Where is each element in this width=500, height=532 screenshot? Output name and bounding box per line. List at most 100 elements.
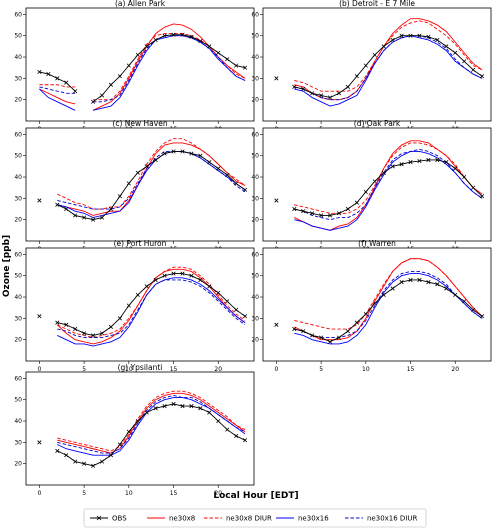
data-point bbox=[327, 95, 333, 100]
data-point bbox=[117, 442, 122, 447]
data-point bbox=[90, 217, 96, 222]
data-point bbox=[37, 69, 42, 75]
series-line bbox=[57, 392, 246, 454]
x-tick-label: 0 bbox=[37, 490, 41, 497]
series-line bbox=[294, 271, 483, 338]
data-point bbox=[189, 151, 194, 156]
y-tick-label: 20 bbox=[14, 337, 22, 344]
data-point bbox=[64, 80, 69, 85]
data-point bbox=[381, 44, 386, 49]
data-point bbox=[444, 160, 449, 165]
data-point bbox=[319, 93, 324, 98]
data-point bbox=[55, 202, 60, 207]
series-line bbox=[57, 273, 246, 336]
data-point bbox=[198, 153, 203, 158]
series-ne30x16-diur bbox=[39, 35, 246, 103]
y-tick-label: 30 bbox=[14, 75, 22, 82]
panel-title: (e) Port Huron bbox=[114, 239, 167, 248]
data-point bbox=[90, 333, 96, 338]
x-tick-label: 0 bbox=[274, 366, 278, 373]
data-point bbox=[354, 320, 359, 325]
data-point bbox=[345, 206, 351, 212]
x-tick-label: 0 bbox=[37, 366, 41, 373]
data-point bbox=[171, 271, 176, 276]
data-point bbox=[354, 74, 359, 79]
data-point bbox=[242, 314, 248, 319]
legend-marker bbox=[96, 515, 102, 521]
y-tick-label: 30 bbox=[14, 439, 22, 446]
data-point bbox=[435, 282, 440, 287]
data-point bbox=[37, 198, 42, 203]
data-point bbox=[82, 461, 87, 466]
series-ne30x16 bbox=[294, 151, 483, 231]
y-tick-label: 40 bbox=[14, 418, 22, 425]
series-obs bbox=[274, 157, 485, 218]
series-line bbox=[294, 35, 483, 101]
data-point bbox=[399, 162, 404, 167]
data-point bbox=[453, 50, 458, 55]
data-point bbox=[180, 404, 185, 409]
y-tick-label: 30 bbox=[14, 315, 22, 322]
y-tick-label: 30 bbox=[251, 195, 259, 202]
series-ne30x16-diur bbox=[57, 394, 246, 454]
y-tick-label: 60 bbox=[14, 131, 22, 138]
series-line bbox=[57, 403, 246, 467]
data-point bbox=[319, 335, 324, 340]
data-point bbox=[207, 410, 212, 415]
data-point bbox=[135, 418, 140, 424]
data-point bbox=[153, 406, 158, 411]
series-ne30x8-diur bbox=[294, 142, 483, 214]
data-point bbox=[108, 453, 114, 458]
data-point bbox=[126, 303, 131, 308]
series-obs bbox=[37, 271, 248, 338]
data-point bbox=[225, 299, 230, 304]
data-point bbox=[162, 404, 167, 409]
data-point bbox=[336, 91, 342, 96]
series-line bbox=[294, 20, 483, 92]
data-point bbox=[153, 157, 158, 163]
panel-title: (b) Detroit - E 7 Mile bbox=[339, 0, 415, 8]
data-point bbox=[234, 433, 239, 439]
data-point bbox=[225, 57, 230, 62]
x-tick-label: 5 bbox=[319, 366, 323, 373]
data-point bbox=[126, 63, 131, 68]
series-ne30x8-diur bbox=[57, 138, 246, 210]
y-tick-label: 60 bbox=[251, 11, 259, 18]
data-point bbox=[453, 292, 458, 297]
data-point bbox=[117, 74, 122, 79]
data-point bbox=[64, 453, 69, 458]
series-obs bbox=[37, 401, 248, 468]
data-point bbox=[479, 74, 485, 79]
data-point bbox=[37, 440, 42, 445]
data-point bbox=[274, 198, 279, 203]
data-point bbox=[162, 273, 167, 278]
data-point bbox=[310, 91, 315, 96]
data-point bbox=[444, 44, 449, 49]
panel-title: (d) Oak Park bbox=[354, 119, 401, 128]
data-point bbox=[73, 326, 78, 332]
data-point bbox=[471, 307, 476, 312]
data-point bbox=[207, 284, 212, 289]
data-point bbox=[198, 38, 203, 44]
series-obs bbox=[37, 32, 248, 104]
data-point bbox=[408, 160, 413, 165]
data-point bbox=[225, 427, 230, 432]
data-point bbox=[108, 82, 114, 87]
data-point bbox=[408, 33, 413, 38]
y-tick-label: 50 bbox=[14, 33, 22, 40]
data-point bbox=[372, 52, 377, 57]
x-tick-label: 20 bbox=[214, 366, 222, 373]
data-point bbox=[117, 316, 122, 321]
series-line bbox=[294, 159, 483, 216]
series-line bbox=[57, 390, 246, 452]
series-line bbox=[39, 33, 246, 101]
series-line bbox=[39, 35, 246, 103]
panel-frame bbox=[25, 7, 255, 122]
y-tick-label: 50 bbox=[251, 153, 259, 160]
data-point bbox=[180, 149, 185, 154]
y-tick-label: 50 bbox=[251, 273, 259, 280]
y-tick-label: 40 bbox=[14, 294, 22, 301]
series-line bbox=[294, 273, 483, 345]
data-point bbox=[426, 157, 431, 163]
panel-title: (a) Allen Park bbox=[115, 0, 166, 8]
